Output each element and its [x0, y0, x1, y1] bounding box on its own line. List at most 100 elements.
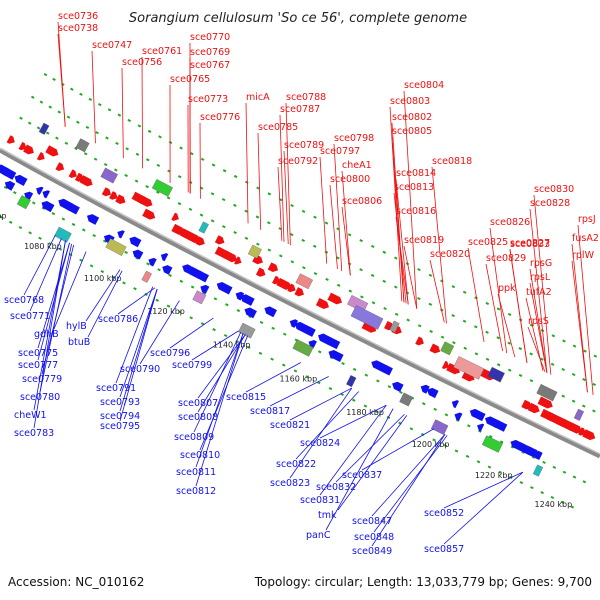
- tick-mark: [443, 443, 448, 448]
- tick-mark: [485, 357, 490, 361]
- gene-feature: [487, 366, 505, 383]
- gene-arrow: [240, 294, 255, 306]
- tick-mark: [485, 330, 489, 334]
- gene-arrow: [380, 365, 393, 376]
- label-leader: [391, 136, 405, 303]
- label-leader: [319, 156, 328, 264]
- tick-mark: [189, 316, 193, 320]
- gene-label: tufA2: [526, 287, 552, 298]
- tick-mark: [417, 324, 422, 328]
- tick-mark: [177, 202, 182, 206]
- label-leader: [443, 471, 524, 545]
- tick-mark: [540, 357, 544, 361]
- tick-mark: [571, 399, 576, 403]
- tick-mark: [542, 460, 546, 464]
- label-leader: [199, 335, 249, 451]
- label-leader: [87, 270, 123, 338]
- tick-mark: [177, 310, 182, 314]
- gene-label: sce0770: [190, 32, 230, 43]
- tick-mark: [88, 97, 93, 102]
- tick-mark: [465, 454, 470, 458]
- tick-mark: [259, 320, 264, 324]
- tick-mark: [66, 115, 71, 119]
- gene-label: sce0783: [14, 428, 54, 439]
- label-leader: [289, 387, 352, 421]
- gene-label: sce0769: [190, 47, 230, 58]
- label-leader: [121, 67, 124, 159]
- gene-label: sce0790: [120, 364, 160, 375]
- tick-mark: [305, 375, 309, 379]
- gene-arrow: [185, 231, 200, 244]
- gene-feature: [536, 384, 558, 402]
- tick-mark: [336, 256, 340, 260]
- label-leader: [39, 243, 73, 393]
- gene-label: rplW: [572, 250, 595, 261]
- gene-label: sce0822: [276, 459, 316, 470]
- gene-arrow: [276, 277, 292, 290]
- gene-label: ppk: [498, 283, 516, 294]
- gene-arrow: [287, 283, 296, 293]
- gene-arrow: [132, 249, 144, 260]
- tick-mark: [382, 250, 387, 254]
- tick-mark: [247, 345, 251, 349]
- gene-arrow: [68, 169, 77, 178]
- gene-feature: [440, 341, 455, 356]
- tick-mark: [550, 362, 555, 366]
- kbp-label: 1180 kbp: [346, 408, 384, 417]
- gene-arrow: [568, 422, 582, 434]
- tick-mark: [592, 382, 597, 387]
- tick-mark: [409, 427, 414, 431]
- gene-arrow: [200, 284, 210, 294]
- gene-arrow: [117, 230, 125, 239]
- tick-mark: [258, 351, 263, 355]
- tick-mark: [529, 379, 534, 383]
- tick-mark: [58, 247, 63, 251]
- tick-mark: [328, 387, 333, 391]
- tick-mark: [562, 339, 566, 343]
- tick-mark: [289, 232, 294, 237]
- gene-label: sce0817: [250, 406, 290, 417]
- label-leader: [269, 376, 329, 407]
- gene-label: sce0805: [392, 126, 432, 137]
- tick-mark: [114, 168, 118, 172]
- gene-label: sce0809: [174, 432, 214, 443]
- gene-arrow: [491, 419, 508, 432]
- tick-mark: [13, 190, 17, 195]
- gene-label: sce0831: [300, 495, 340, 506]
- tick-mark: [572, 344, 577, 348]
- gene-label: cheW1: [14, 410, 47, 421]
- tick-mark: [48, 105, 53, 109]
- gene-feature: [399, 392, 414, 407]
- tick-mark: [225, 303, 229, 307]
- gene-label: sce0826: [490, 217, 530, 228]
- label-leader: [195, 333, 244, 468]
- gene-arrow: [441, 360, 450, 369]
- gene-arrow: [139, 196, 153, 207]
- tick-mark: [271, 326, 275, 330]
- tick-mark: [496, 336, 500, 340]
- tick-mark: [166, 196, 171, 200]
- tick-mark: [363, 404, 368, 408]
- gene-arrow: [171, 223, 185, 235]
- label-leader: [509, 249, 528, 364]
- gene-arrow: [429, 343, 441, 354]
- tick-mark: [188, 207, 193, 211]
- label-leader: [85, 269, 121, 322]
- tick-mark: [51, 212, 56, 216]
- gene-label: sce0808: [178, 412, 218, 423]
- label-leader: [115, 286, 154, 384]
- tick-mark: [560, 500, 565, 504]
- label-leader: [245, 102, 249, 224]
- tick-mark: [364, 373, 369, 377]
- tick-mark: [156, 163, 161, 167]
- gene-arrow: [327, 292, 342, 305]
- label-leader: [283, 150, 289, 245]
- gene-label: sce0824: [300, 438, 340, 449]
- gene-label: sce0806: [342, 196, 382, 207]
- tick-mark: [571, 373, 576, 377]
- label-leader: [295, 391, 360, 460]
- gene-label: rpsG: [530, 258, 552, 269]
- label-leader: [289, 387, 353, 479]
- label-leader: [371, 433, 446, 517]
